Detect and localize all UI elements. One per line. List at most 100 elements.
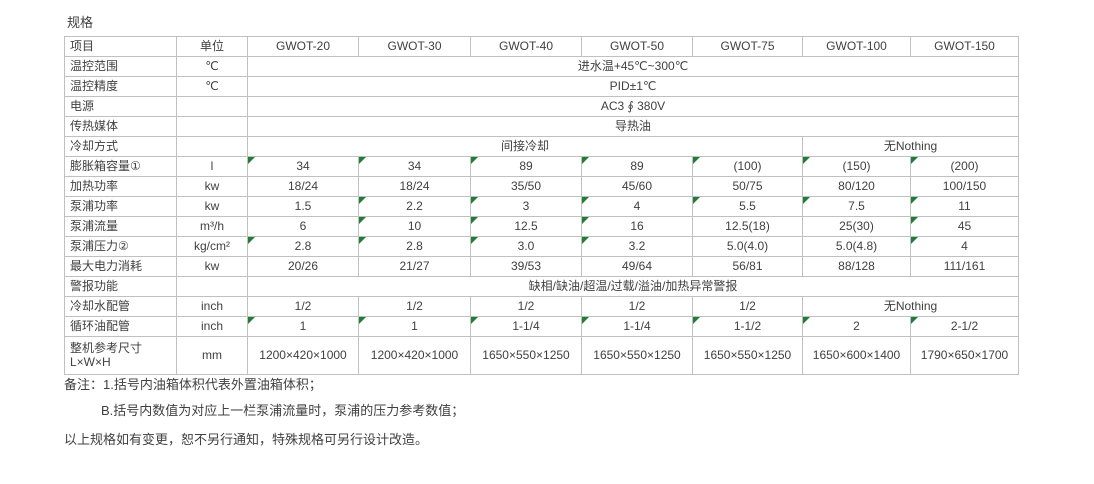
error-flag-icon bbox=[582, 217, 589, 224]
cell-value: 80/120 bbox=[838, 178, 875, 193]
spec-cell: 1/2 bbox=[358, 296, 471, 317]
cell-value: 2.8 bbox=[294, 238, 312, 253]
spec-cell: 1790×650×1700 bbox=[910, 336, 1019, 375]
cell-value: 4 bbox=[961, 238, 968, 253]
spec-cell: 39/53 bbox=[470, 256, 582, 277]
cell-value: 10 bbox=[407, 218, 422, 233]
spec-cell: 100/150 bbox=[910, 176, 1019, 197]
error-flag-icon bbox=[471, 317, 478, 324]
spec-cell: 1200×420×1000 bbox=[247, 336, 359, 375]
spec-cell: 1-1/4 bbox=[470, 316, 582, 337]
spec-cell: 20/26 bbox=[247, 256, 359, 277]
row-label: 传热媒体 bbox=[64, 116, 177, 137]
spec-cell: 无Nothing bbox=[802, 136, 1019, 157]
spec-cell: 2 bbox=[802, 316, 911, 337]
spec-cell: 45/60 bbox=[581, 176, 693, 197]
spec-cell: 89 bbox=[581, 156, 693, 177]
row-unit: l bbox=[176, 156, 248, 177]
header-row: 项目 单位 GWOT-20 GWOT-30 GWOT-40 GWOT-50 GWOT-75 G… bbox=[64, 36, 1019, 57]
cell-value: 1-1/4 bbox=[512, 318, 540, 333]
row-label: 温控范围 bbox=[64, 56, 177, 77]
row-unit: kw bbox=[176, 176, 248, 197]
row-label: 加热功率 bbox=[64, 176, 177, 197]
spec-cell: 2.8 bbox=[358, 236, 471, 257]
cell-value: 1650×550×1250 bbox=[703, 347, 792, 362]
cell-value: 1/2 bbox=[628, 298, 646, 313]
spec-cell: 间接冷却 bbox=[247, 136, 803, 157]
spec-cell: 1650×550×1250 bbox=[581, 336, 693, 375]
spec-cell: 2-1/2 bbox=[910, 316, 1019, 337]
row-label: 温控精度 bbox=[64, 76, 177, 97]
column-header: GWOT-50 bbox=[581, 36, 693, 57]
spec-cell: 5.5 bbox=[692, 196, 803, 217]
spec-cell: (150) bbox=[802, 156, 911, 177]
row-label: 循环油配管 bbox=[64, 316, 177, 337]
spec-cell: 1650×550×1250 bbox=[692, 336, 803, 375]
row-label: 泵浦功率 bbox=[64, 196, 177, 217]
spec-row: 电源 AC3 ∮ 380V bbox=[64, 96, 1019, 117]
note-line-2: B.括号内数值为对应上一栏泵浦流量时，泵浦的压力参考数值； bbox=[101, 403, 465, 418]
cell-value: 1-1/4 bbox=[623, 318, 651, 333]
cell-value: 5.0(4.8) bbox=[835, 238, 878, 253]
error-flag-icon bbox=[248, 157, 255, 164]
row-unit: kw bbox=[176, 256, 248, 277]
column-header: GWOT-30 bbox=[358, 36, 471, 57]
spec-cell: 45 bbox=[910, 216, 1019, 237]
spec-row: 泵浦压力② kg/cm² 2.8 2.8 3.0 3.2 5.0(4.0) 5.0(4.8) 4 bbox=[64, 236, 1019, 257]
error-flag-icon bbox=[359, 237, 366, 244]
spec-cell: 1200×420×1000 bbox=[358, 336, 471, 375]
cell-value: 49/64 bbox=[621, 258, 653, 273]
cell-value: 18/24 bbox=[399, 178, 430, 193]
row-label: 整机参考尺寸 L×W×H bbox=[64, 336, 177, 375]
cell-value: 56/81 bbox=[732, 258, 763, 273]
cell-value: 45/60 bbox=[621, 178, 653, 193]
cell-value: 4 bbox=[633, 198, 641, 213]
error-flag-icon bbox=[911, 157, 918, 164]
cell-value: 3 bbox=[522, 198, 530, 213]
note-line-1: 备注：1.括号内油箱体积代表外置油箱体积； bbox=[64, 377, 322, 392]
spec-cell: 5.0(4.8) bbox=[802, 236, 911, 257]
spec-row: 传热媒体 导热油 bbox=[64, 116, 1019, 137]
row-unit: kg/cm² bbox=[176, 236, 248, 257]
error-flag-icon bbox=[803, 317, 810, 324]
error-flag-icon bbox=[693, 317, 700, 324]
cell-value: 11 bbox=[958, 198, 971, 213]
spec-row: 泵浦功率 kw 1.5 2.2 3 4 5.5 7.5 11 bbox=[64, 196, 1019, 217]
error-flag-icon bbox=[582, 237, 589, 244]
spec-cell: (200) bbox=[910, 156, 1019, 177]
row-label: 警报功能 bbox=[64, 276, 177, 297]
row-unit bbox=[176, 276, 248, 297]
cell-value: 21/27 bbox=[399, 258, 430, 273]
cell-value: PID±1℃ bbox=[609, 78, 657, 93]
error-flag-icon bbox=[359, 317, 366, 324]
row-unit bbox=[176, 136, 248, 157]
spec-cell: 1.5 bbox=[247, 196, 359, 217]
cell-value: 导热油 bbox=[614, 118, 651, 133]
spec-cell: 7.5 bbox=[802, 196, 911, 217]
spec-cell: 3.0 bbox=[470, 236, 582, 257]
spec-cell: 4 bbox=[910, 236, 1019, 257]
spec-row: 冷却水配管 inch 1/2 1/2 1/2 1/2 1/2 无Nothing bbox=[64, 296, 1019, 317]
spec-row: 冷却方式 间接冷却 无Nothing bbox=[64, 136, 1019, 157]
column-header: GWOT-20 bbox=[247, 36, 359, 57]
cell-value: 2.8 bbox=[406, 238, 423, 253]
cell-value: 18/24 bbox=[287, 178, 319, 193]
spec-cell: AC3 ∮ 380V bbox=[247, 96, 1019, 117]
spec-cell: (100) bbox=[692, 156, 803, 177]
error-flag-icon bbox=[359, 197, 366, 204]
row-label: 冷却方式 bbox=[64, 136, 177, 157]
row-unit: kw bbox=[176, 196, 248, 217]
spec-table-body: 温控范围 ℃ 进水温+45℃~300℃ 温控精度 ℃ PID±1℃ 电源 AC3 ∮ 380V… bbox=[64, 56, 1019, 375]
cell-value: 7.5 bbox=[848, 198, 865, 213]
cell-value: 12.5 bbox=[514, 218, 538, 233]
error-flag-icon bbox=[248, 237, 255, 244]
cell-value: 1650×550×1250 bbox=[482, 347, 570, 362]
spec-cell: 18/24 bbox=[247, 176, 359, 197]
spec-cell: 10 bbox=[358, 216, 471, 237]
spec-row: 整机参考尺寸 L×W×H mm 1200×420×1000 1200×420×1000… bbox=[64, 336, 1019, 375]
column-header: 项目 bbox=[64, 36, 177, 57]
cell-value: 进水温+45℃~300℃ bbox=[577, 58, 689, 73]
spec-row: 警报功能 缺相/缺油/超温/过载/溢油/加热异常警报 bbox=[64, 276, 1019, 297]
cell-value: 20/26 bbox=[287, 258, 319, 273]
